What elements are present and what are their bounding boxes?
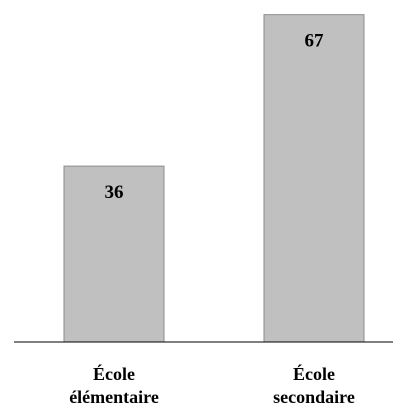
value-label-2: 67 <box>305 31 325 52</box>
category-label-2-line-1: École <box>293 363 335 384</box>
bar-1 <box>63 165 165 343</box>
bar-2 <box>263 14 365 343</box>
category-labels-group: École élémentaire École secondaire <box>69 363 355 407</box>
value-labels-group: 36 67 <box>105 31 325 203</box>
category-label-1-line-2: élémentaire <box>69 387 159 407</box>
category-label-1-line-1: École <box>93 363 135 384</box>
value-label-1: 36 <box>105 182 124 203</box>
bars-group <box>63 14 365 343</box>
category-label-2-line-2: secondaire <box>273 387 355 407</box>
